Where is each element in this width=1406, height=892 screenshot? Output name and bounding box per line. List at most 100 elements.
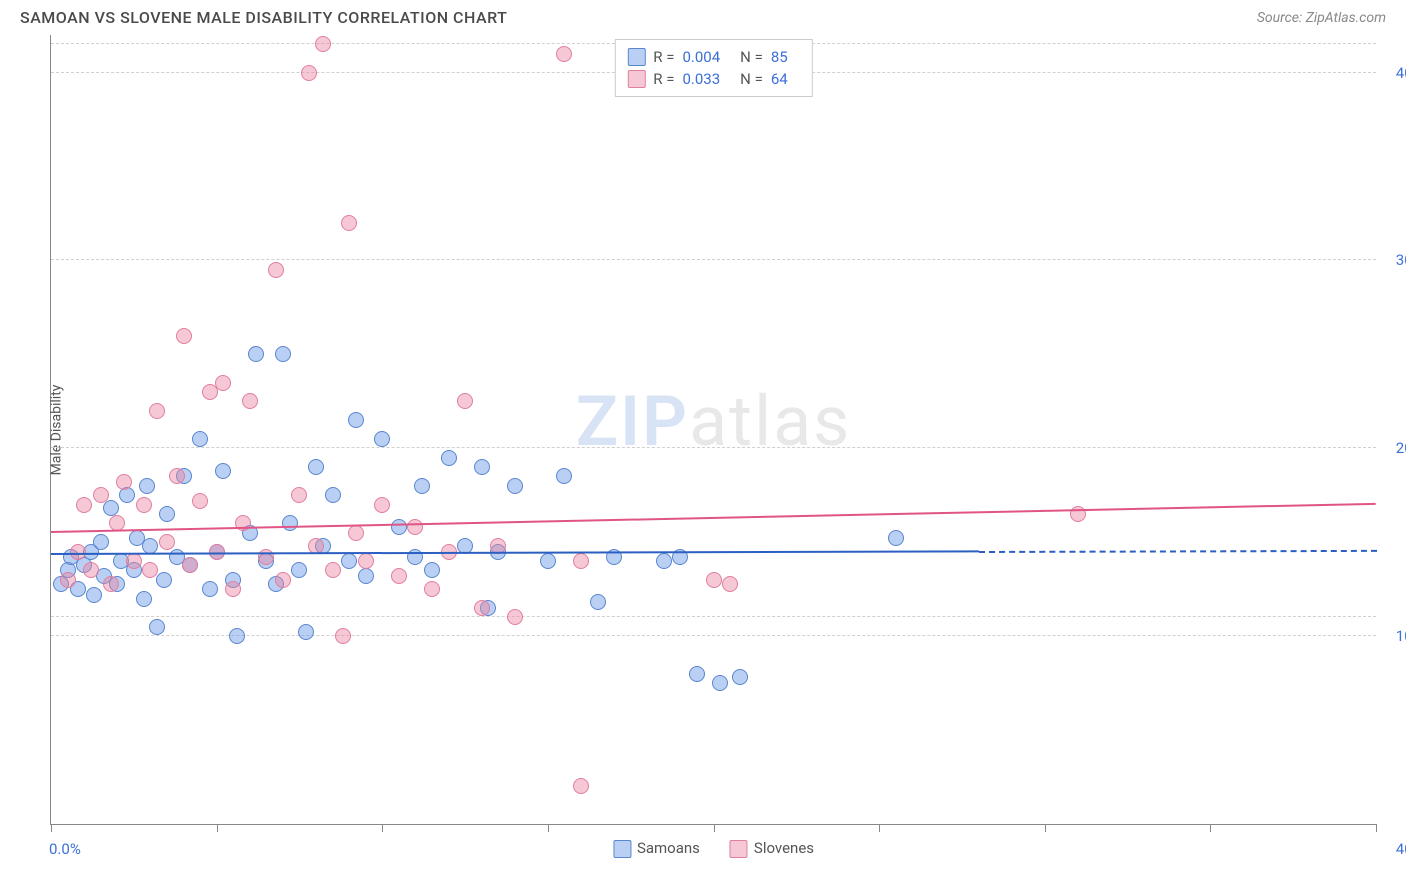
data-point: [573, 778, 589, 794]
data-point: [182, 557, 198, 573]
data-point: [291, 562, 307, 578]
data-point: [590, 594, 606, 610]
legend-n-label: N =: [740, 48, 763, 66]
data-point: [325, 487, 341, 503]
data-point: [301, 65, 317, 81]
data-point: [391, 568, 407, 584]
data-point: [507, 609, 523, 625]
data-point: [229, 628, 245, 644]
gridline-h: [51, 635, 1376, 636]
legend-swatch: [730, 840, 748, 858]
data-point: [656, 553, 672, 569]
data-point: [126, 553, 142, 569]
data-point: [215, 375, 231, 391]
data-point: [348, 525, 364, 541]
legend-r-value: 0.033: [682, 70, 720, 88]
data-point: [315, 36, 331, 52]
data-point: [192, 431, 208, 447]
x-tick: [217, 824, 218, 832]
y-tick-label: 20.0%: [1396, 439, 1406, 457]
legend-series: Samoans Slovenes: [613, 839, 814, 858]
data-point: [282, 515, 298, 531]
chart-title: SAMOAN VS SLOVENE MALE DISABILITY CORREL…: [20, 8, 507, 27]
data-point: [176, 328, 192, 344]
data-point: [159, 534, 175, 550]
data-point: [391, 519, 407, 535]
data-point: [149, 619, 165, 635]
data-point: [341, 215, 357, 231]
legend-row: R = 0.033 N = 64: [627, 68, 799, 90]
data-point: [225, 581, 241, 597]
data-point: [441, 450, 457, 466]
legend-row: R =0.004N =85: [627, 46, 799, 68]
data-point: [142, 538, 158, 554]
x-tick: [548, 824, 549, 832]
y-tick-label: 40.0%: [1396, 64, 1406, 82]
data-point: [325, 562, 341, 578]
legend-item: Samoans: [613, 839, 700, 858]
legend-item: Slovenes: [730, 839, 814, 858]
data-point: [248, 346, 264, 362]
data-point: [268, 262, 284, 278]
data-point: [358, 568, 374, 584]
data-point: [76, 497, 92, 513]
trend-line: [51, 503, 1376, 533]
data-point: [474, 459, 490, 475]
legend-swatch: [627, 48, 645, 66]
data-point: [298, 624, 314, 640]
legend-swatch: [627, 70, 645, 88]
data-point: [374, 431, 390, 447]
y-tick-label: 10.0%: [1396, 627, 1406, 645]
legend-correlation: R = 0.004 N = 85 R = 0.033 N = 64: [614, 39, 812, 97]
legend-r-value: 0.004: [682, 48, 720, 66]
data-point: [116, 474, 132, 490]
data-point: [407, 519, 423, 535]
data-point: [60, 572, 76, 588]
data-point: [142, 562, 158, 578]
chart-area: Male Disability ZIPatlas 10.0%20.0%30.0%…: [50, 35, 1376, 825]
data-point: [712, 675, 728, 691]
x-tick: [1210, 824, 1211, 832]
data-point: [424, 562, 440, 578]
legend-n-value: 64: [771, 70, 788, 88]
legend-swatch: [613, 840, 631, 858]
data-point: [358, 553, 374, 569]
data-point: [156, 572, 172, 588]
data-point: [540, 553, 556, 569]
legend-label: Samoans: [637, 839, 700, 857]
data-point: [103, 576, 119, 592]
legend-r-label: R =: [653, 70, 674, 88]
data-point: [573, 553, 589, 569]
x-tick: [1376, 824, 1377, 832]
trend-line-dashed: [978, 550, 1376, 553]
data-point: [70, 544, 86, 560]
y-tick-label: 30.0%: [1396, 251, 1406, 269]
data-point: [275, 572, 291, 588]
data-point: [335, 628, 351, 644]
data-point: [556, 468, 572, 484]
data-point: [507, 478, 523, 494]
data-point: [136, 591, 152, 607]
x-axis-start-label: 0.0%: [49, 840, 81, 858]
legend-n-value: 85: [771, 48, 788, 66]
data-point: [93, 534, 109, 550]
data-point: [308, 459, 324, 475]
data-point: [474, 600, 490, 616]
legend-label: Slovenes: [754, 839, 814, 857]
data-point: [103, 500, 119, 516]
data-point: [192, 493, 208, 509]
data-point: [888, 530, 904, 546]
legend-n-label: N =: [740, 70, 763, 88]
data-point: [136, 497, 152, 513]
x-tick: [51, 824, 52, 832]
data-point: [93, 487, 109, 503]
data-point: [149, 403, 165, 419]
x-tick: [714, 824, 715, 832]
data-point: [732, 669, 748, 685]
data-point: [556, 46, 572, 62]
data-point: [689, 666, 705, 682]
data-point: [374, 497, 390, 513]
trend-line: [51, 551, 979, 556]
data-point: [139, 478, 155, 494]
chart-source: Source: ZipAtlas.com: [1257, 10, 1386, 26]
